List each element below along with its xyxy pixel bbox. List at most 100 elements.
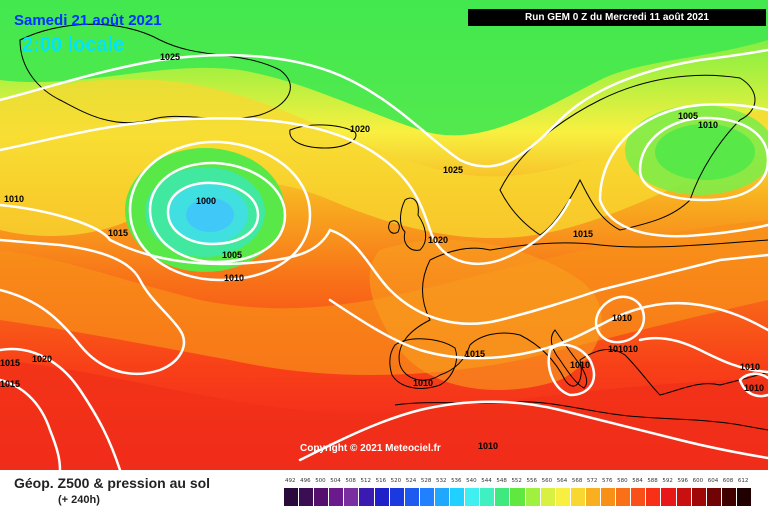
isobar-1015	[0, 203, 768, 325]
forecast-time: 2:00 locale	[22, 34, 125, 56]
legend-swatch	[404, 488, 419, 506]
legend-swatch	[676, 488, 691, 506]
legend-swatch	[419, 488, 434, 506]
isobar-label: 1020	[350, 124, 370, 134]
forecast-date: Samedi 21 août 2021	[14, 12, 162, 29]
legend-label: 584	[632, 478, 643, 484]
legend-label: 532	[435, 478, 447, 484]
isobar-label: 1015	[465, 349, 485, 359]
isobar-label: 1005	[222, 250, 242, 260]
africa-coast	[394, 401, 768, 431]
isobar-label: 1025	[160, 52, 180, 62]
legend-swatch	[284, 488, 299, 506]
low-pressure-core	[186, 198, 234, 232]
isobar-label: 1000	[196, 196, 216, 206]
z500-band-red	[0, 360, 768, 470]
isobar-1010-south	[298, 400, 768, 462]
isobar-1025-north	[0, 48, 768, 168]
isobar-label: 1015	[0, 358, 20, 368]
forecast-lead-time: (+ 240h)	[58, 494, 100, 506]
isobar-1005-loop	[148, 161, 287, 264]
legend-swatch	[525, 488, 540, 506]
legend-label: 552	[511, 478, 522, 484]
iceland-coast	[289, 124, 357, 149]
isobar-label: 1010	[740, 362, 760, 372]
iberia	[389, 338, 457, 389]
legend-swatch	[450, 488, 465, 506]
legend-label: 548	[496, 478, 507, 484]
z500-band-north	[0, 0, 768, 136]
isobar-label: 1015	[573, 229, 593, 239]
isobar-1020	[0, 117, 572, 265]
isobar-label: 1015	[108, 228, 128, 238]
legend-swatch	[465, 488, 480, 506]
legend-swatch	[374, 488, 389, 506]
legend-swatch	[691, 488, 706, 506]
isobar-label: 1010	[413, 378, 433, 388]
legend-swatch	[495, 488, 510, 506]
legend-label: 508	[345, 478, 356, 484]
legend-label: 592	[662, 478, 673, 484]
legend-label: 568	[571, 478, 583, 484]
legend-label: 576	[602, 478, 613, 484]
legend-label: 604	[707, 478, 719, 484]
legend-label: 564	[556, 478, 568, 484]
legend-label: 528	[420, 478, 432, 484]
isobar-label: 1010	[478, 441, 498, 451]
isobar-label: 1025	[443, 165, 463, 175]
legend-label: 540	[466, 478, 477, 484]
isobar-label: 101010	[608, 344, 638, 354]
greenland-coast	[19, 23, 291, 124]
legend-label: 492	[285, 478, 296, 484]
legend-swatch	[329, 488, 344, 506]
isobar-1010-balkans	[594, 295, 646, 344]
legend-swatch	[555, 488, 570, 506]
legend-swatch	[480, 488, 495, 506]
isobar-1000-loop	[166, 181, 260, 246]
legend-label: 600	[692, 478, 704, 484]
isobar-1010-far-east	[738, 372, 768, 398]
legend-swatch	[661, 488, 676, 506]
legend-swatch	[359, 488, 374, 506]
isobar-label: 1010	[698, 120, 718, 130]
legend-swatch	[601, 488, 616, 506]
land-outlines	[19, 23, 768, 431]
legend-label: 536	[451, 478, 462, 484]
isobar-label: 1020	[428, 235, 448, 245]
legend-label: 500	[315, 478, 326, 484]
legend-label: 572	[586, 478, 598, 484]
legend-swatch	[721, 488, 736, 506]
legend-label: 520	[390, 478, 402, 484]
isobar-1010-med	[547, 343, 596, 397]
italy	[550, 329, 588, 389]
legend-swatch	[389, 488, 404, 506]
isobar-label: 1010	[570, 360, 590, 370]
legend-label: 544	[481, 478, 492, 484]
isobar-label: 1010	[612, 313, 632, 323]
isobar-label: 1005	[678, 111, 698, 121]
legend-label: 496	[300, 478, 311, 484]
british-isles	[388, 197, 427, 251]
legend-swatch	[631, 488, 646, 506]
legend-label: 588	[647, 478, 658, 484]
isobar-label: 1010	[744, 383, 764, 393]
weather-map: 1025 1020 1025 1010 1005 1010 1015 1000 …	[0, 0, 768, 470]
legend-swatch	[616, 488, 631, 506]
legend-label: 560	[541, 478, 553, 484]
legend-swatch	[314, 488, 329, 506]
color-legend: 492 496 500 504 508 512 516 520 524 528 532 536 540 5…	[284, 478, 752, 508]
copyright-notice: Copyright © 2021 Meteociel.fr	[300, 443, 441, 454]
isobar-label: 1010	[4, 194, 24, 204]
isobar-1010-east	[638, 336, 768, 374]
legend-swatch	[736, 488, 751, 506]
legend-label: 608	[722, 478, 734, 484]
isobar-label: 1010	[224, 273, 244, 283]
legend-label: 556	[526, 478, 538, 484]
isobar-1010-west	[0, 238, 186, 375]
legend-swatch	[434, 488, 450, 506]
isobar-1015-scandinavia	[598, 103, 768, 238]
legend-swatch	[344, 488, 359, 506]
legend-label: 524	[405, 478, 417, 484]
legend-label: 512	[360, 478, 371, 484]
legend-swatch	[540, 488, 555, 506]
